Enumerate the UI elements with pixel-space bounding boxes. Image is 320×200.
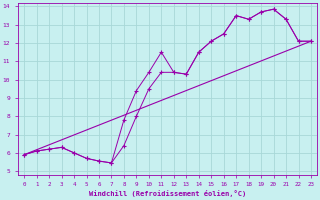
X-axis label: Windchill (Refroidissement éolien,°C): Windchill (Refroidissement éolien,°C) [89,190,246,197]
